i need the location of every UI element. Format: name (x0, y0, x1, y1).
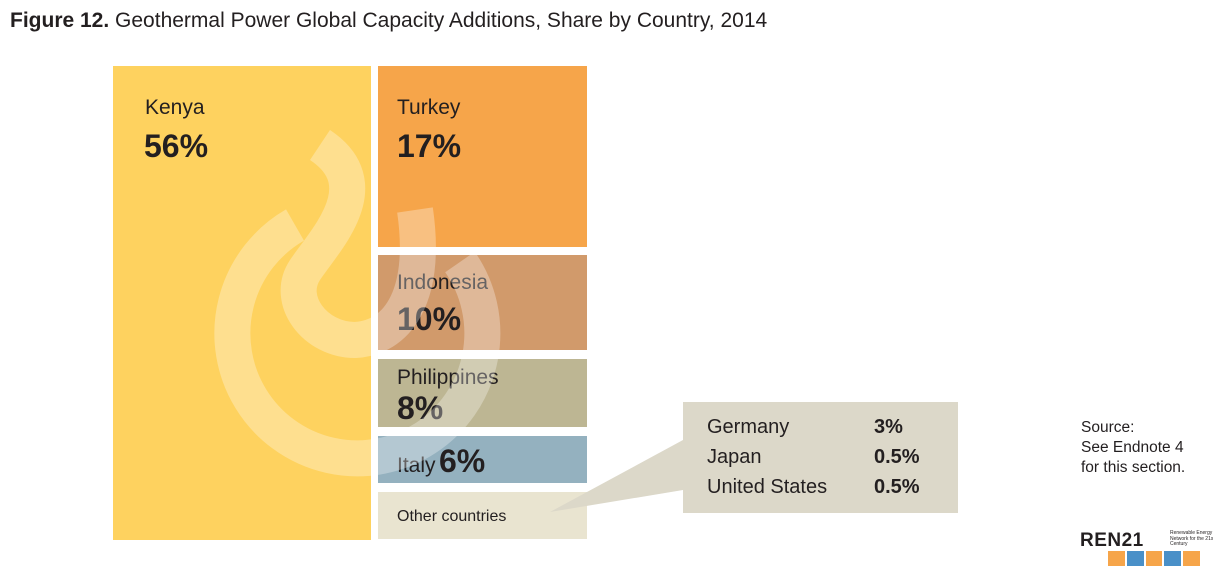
source-line-2: See Endnote 4 (1081, 439, 1184, 456)
tile-italy-name: Italy (397, 454, 436, 477)
other-countries-callout: Germany 3% Japan 0.5% United States 0.5% (683, 402, 958, 513)
tile-indonesia-name: Indonesia (397, 271, 489, 294)
water-icon (1164, 551, 1182, 566)
callout-germany-name: Germany (707, 416, 790, 438)
geothermal-icon (1145, 551, 1163, 566)
wind-icon (1126, 551, 1144, 566)
tile-turkey-value: 17% (397, 128, 462, 164)
sun-icon (1108, 551, 1125, 566)
logo-icons (1108, 551, 1200, 566)
tile-other-countries-name: Other countries (397, 508, 507, 525)
source-line-1: Source: (1081, 419, 1135, 436)
tile-kenya-value: 56% (144, 128, 209, 164)
callout-japan-value: 0.5% (874, 446, 920, 468)
logo-tagline: Renewable Energy Policy Network for the … (1170, 530, 1213, 547)
callout-united-states-value: 0.5% (874, 476, 920, 498)
tile-indonesia-value: 10% (397, 301, 462, 337)
tile-philippines-name: Philippines (397, 366, 499, 389)
tile-indonesia: Indonesia 10% (378, 255, 587, 350)
source-note: Source: See Endnote 4 for this section. (1081, 418, 1185, 478)
callout-germany-value: 3% (874, 416, 903, 438)
tile-philippines-value: 8% (397, 390, 444, 426)
figure-label: Figure 12. (10, 9, 110, 32)
biomass-icon (1183, 551, 1200, 566)
tile-italy: Italy 6% (378, 436, 587, 483)
figure-title: Figure 12. Geothermal Power Global Capac… (10, 9, 767, 33)
figure-title-text: Geothermal Power Global Capacity Additio… (115, 9, 768, 32)
tile-other-countries: Other countries (378, 492, 587, 539)
tile-turkey-name: Turkey (397, 96, 461, 119)
callout-united-states-name: United States (707, 476, 828, 498)
tile-philippines: Philippines 8% (378, 359, 587, 427)
tile-kenya-name: Kenya (145, 96, 205, 119)
callout-japan-name: Japan (707, 446, 762, 468)
tile-turkey: Turkey 17% (378, 66, 587, 247)
tile-italy-value: 6% (439, 443, 486, 479)
source-line-3: for this section. (1081, 459, 1186, 476)
tile-kenya: Kenya 56% (113, 66, 371, 540)
logo-text: REN21 (1080, 530, 1144, 551)
